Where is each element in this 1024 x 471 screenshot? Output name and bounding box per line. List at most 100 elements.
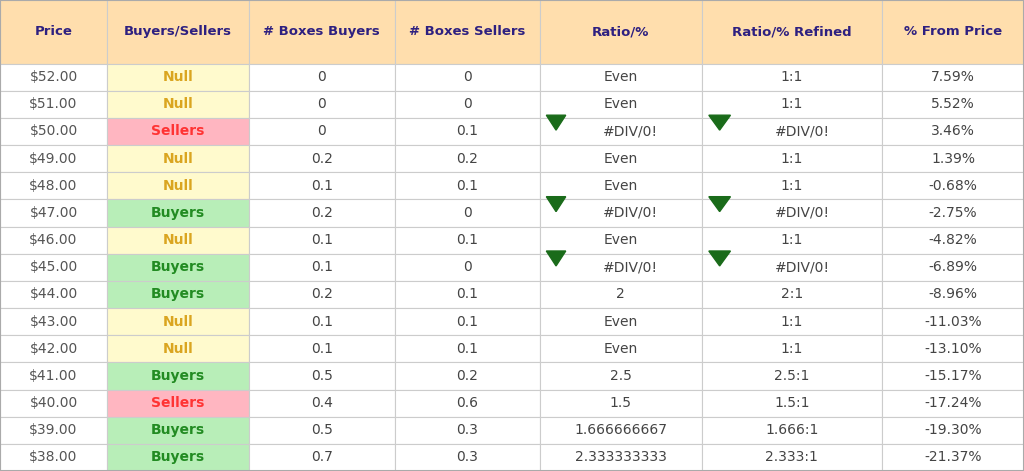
Bar (249, 64, 394, 91)
Text: #DIV/0!: #DIV/0! (775, 124, 830, 138)
Text: Null: Null (163, 342, 194, 356)
Bar (540, 199, 701, 227)
Bar (0, 417, 108, 444)
Text: 0: 0 (317, 97, 327, 111)
Text: 0.3: 0.3 (457, 423, 478, 437)
Bar (108, 335, 249, 362)
Bar (701, 172, 882, 199)
Text: -17.24%: -17.24% (925, 396, 982, 410)
Text: 1.5: 1.5 (609, 396, 632, 410)
Bar (394, 145, 540, 172)
Text: 0: 0 (463, 206, 472, 220)
Bar (701, 335, 882, 362)
Bar (249, 417, 394, 444)
Bar (540, 118, 701, 145)
Bar (108, 254, 249, 281)
Bar (108, 444, 249, 471)
Bar (108, 308, 249, 335)
Text: 0.1: 0.1 (457, 315, 478, 329)
Text: $42.00: $42.00 (30, 342, 78, 356)
Polygon shape (547, 115, 565, 130)
Text: Null: Null (163, 315, 194, 329)
Text: -0.68%: -0.68% (929, 179, 977, 193)
Text: -6.89%: -6.89% (929, 260, 978, 274)
Bar (540, 308, 701, 335)
Text: $47.00: $47.00 (30, 206, 78, 220)
Text: 2.333:1: 2.333:1 (765, 450, 818, 464)
Bar (249, 199, 394, 227)
Bar (394, 417, 540, 444)
Text: 0.1: 0.1 (311, 260, 333, 274)
Bar (540, 227, 701, 254)
Text: Price: Price (35, 25, 73, 38)
Bar (0, 118, 108, 145)
Bar (249, 254, 394, 281)
Bar (249, 91, 394, 118)
Text: -21.37%: -21.37% (925, 450, 982, 464)
Bar (882, 335, 1024, 362)
Bar (249, 145, 394, 172)
Bar (249, 335, 394, 362)
Text: $46.00: $46.00 (30, 233, 78, 247)
Bar (394, 199, 540, 227)
Text: 0.5: 0.5 (311, 423, 333, 437)
Text: #DIV/0!: #DIV/0! (775, 206, 830, 220)
Bar (108, 199, 249, 227)
Bar (540, 145, 701, 172)
Text: Even: Even (603, 179, 638, 193)
Text: 1.666:1: 1.666:1 (765, 423, 818, 437)
Text: Buyers: Buyers (152, 369, 205, 383)
Text: 0.5: 0.5 (311, 369, 333, 383)
Text: 0: 0 (463, 97, 472, 111)
Bar (108, 227, 249, 254)
Bar (882, 444, 1024, 471)
Text: 0.1: 0.1 (311, 315, 333, 329)
Bar (394, 118, 540, 145)
Polygon shape (547, 251, 565, 266)
Bar (0, 308, 108, 335)
Text: #DIV/0!: #DIV/0! (775, 260, 830, 274)
Polygon shape (709, 115, 730, 130)
Text: 5.52%: 5.52% (931, 97, 975, 111)
Text: Even: Even (603, 342, 638, 356)
Bar (394, 281, 540, 308)
Text: -11.03%: -11.03% (924, 315, 982, 329)
Text: 0.1: 0.1 (457, 233, 478, 247)
Text: 0.2: 0.2 (311, 206, 333, 220)
Bar (701, 362, 882, 390)
Text: 0.6: 0.6 (457, 396, 478, 410)
Bar (0, 227, 108, 254)
Bar (249, 118, 394, 145)
Bar (701, 145, 882, 172)
Bar (882, 64, 1024, 91)
Bar (701, 91, 882, 118)
Bar (108, 0, 249, 64)
Text: 0.1: 0.1 (457, 287, 478, 301)
Text: Buyers: Buyers (152, 206, 205, 220)
Bar (0, 444, 108, 471)
Bar (249, 281, 394, 308)
Bar (540, 390, 701, 417)
Text: 0.1: 0.1 (457, 124, 478, 138)
Text: 2.5: 2.5 (610, 369, 632, 383)
Text: $43.00: $43.00 (30, 315, 78, 329)
Text: -13.10%: -13.10% (924, 342, 982, 356)
Bar (882, 362, 1024, 390)
Text: -8.96%: -8.96% (929, 287, 978, 301)
Bar (882, 417, 1024, 444)
Bar (882, 118, 1024, 145)
Text: $51.00: $51.00 (30, 97, 78, 111)
Polygon shape (709, 197, 730, 211)
Bar (394, 91, 540, 118)
Bar (0, 281, 108, 308)
Bar (394, 227, 540, 254)
Bar (540, 254, 701, 281)
Text: 1:1: 1:1 (780, 152, 803, 166)
Bar (540, 444, 701, 471)
Text: Buyers: Buyers (152, 423, 205, 437)
Bar (882, 172, 1024, 199)
Text: Even: Even (603, 97, 638, 111)
Text: #DIV/0!: #DIV/0! (603, 124, 658, 138)
Text: $49.00: $49.00 (30, 152, 78, 166)
Bar (540, 362, 701, 390)
